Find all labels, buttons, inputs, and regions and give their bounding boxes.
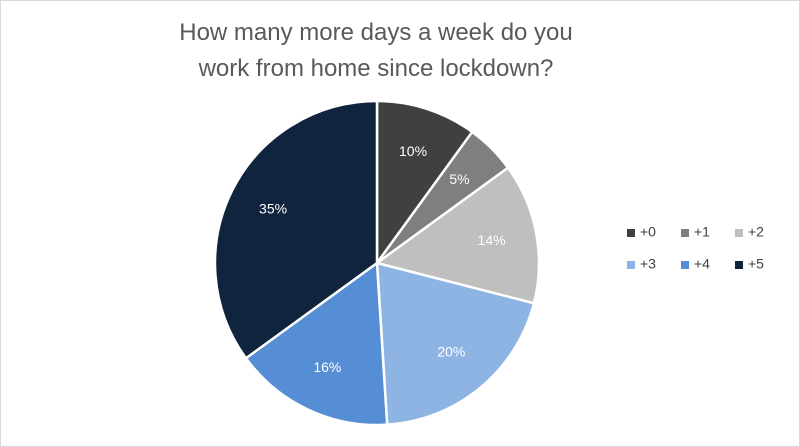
legend-label: +0 bbox=[640, 224, 656, 240]
data-label: 20% bbox=[437, 344, 465, 360]
legend-swatch bbox=[627, 261, 635, 269]
legend-swatch bbox=[735, 261, 743, 269]
pie-slice bbox=[375, 99, 474, 267]
data-label: 10% bbox=[399, 143, 427, 159]
pie-slice bbox=[244, 260, 389, 427]
chart-title: How many more days a week do you work fr… bbox=[179, 19, 573, 82]
legend-label: +4 bbox=[694, 256, 710, 272]
legend-swatch bbox=[681, 261, 689, 269]
pie-slice bbox=[374, 166, 541, 305]
data-label: 35% bbox=[259, 201, 287, 217]
legend-label: +1 bbox=[694, 224, 710, 240]
legend-label: +5 bbox=[748, 256, 764, 272]
legend-swatch bbox=[627, 229, 635, 237]
pie-slice bbox=[213, 99, 379, 360]
pie-slice bbox=[375, 261, 536, 427]
legend-swatch bbox=[735, 229, 743, 237]
legend-label: +3 bbox=[640, 256, 656, 272]
legend-label: +2 bbox=[748, 224, 764, 240]
legend-swatch bbox=[681, 229, 689, 237]
data-label: 14% bbox=[478, 232, 506, 248]
data-label: 5% bbox=[449, 171, 469, 187]
data-label: 16% bbox=[313, 359, 341, 375]
